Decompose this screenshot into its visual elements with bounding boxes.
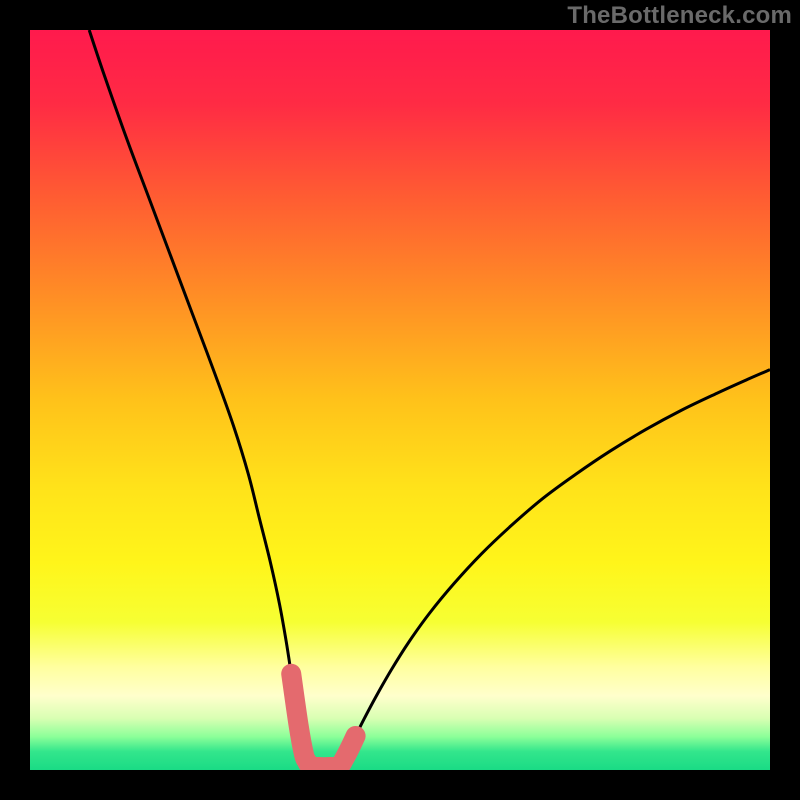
plot-area <box>30 30 770 770</box>
watermark-text: TheBottleneck.com <box>567 2 792 30</box>
curve-right_branch <box>339 370 770 766</box>
curves-overlay <box>30 30 770 770</box>
trough-marker <box>291 674 355 767</box>
curve-left_branch <box>89 30 310 766</box>
chart-stage: TheBottleneck.com <box>0 0 800 800</box>
